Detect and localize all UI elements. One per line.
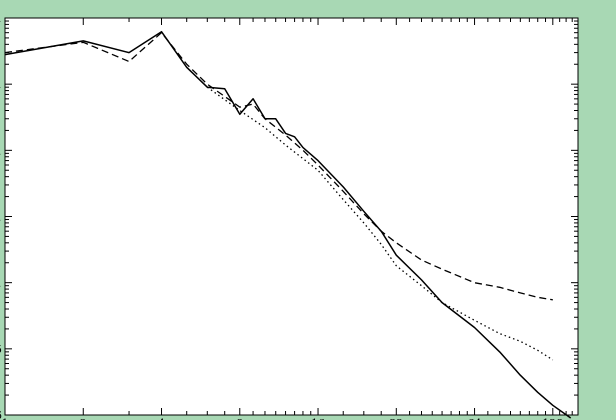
x-tick-label: 4 [158, 417, 165, 420]
x-tick-label: 2 [80, 417, 87, 420]
labels-layer: 1 2 4 8 16 32 64 128 1 0,1 0,01 0,001 0,0001 1e-05 1e-… [0, 12, 563, 420]
x-tick-label: 64 [468, 417, 482, 420]
y-tick-label: 1e-06 [0, 409, 2, 420]
series-layer [4, 30, 572, 419]
series-line-solid [4, 30, 572, 419]
x-tick-label: 1 [2, 417, 9, 420]
x-tick-label: 16 [311, 417, 325, 420]
plot-area [4, 17, 579, 416]
y-tick-label: 0,0001 [0, 277, 2, 290]
x-tick-label: 32 [389, 417, 403, 420]
series-line-dashed [4, 32, 553, 301]
ticks-layer [4, 17, 579, 416]
y-tick-label: 1 [0, 12, 2, 25]
y-tick-label: 0,1 [0, 78, 2, 91]
y-tick-label: 0,01 [0, 144, 2, 157]
x-tick-label: 128 [542, 417, 563, 420]
series-line-dotted [206, 86, 554, 361]
y-tick-label: 1e-05 [0, 343, 2, 356]
x-tick-label: 8 [236, 417, 243, 420]
y-tick-label: 0,001 [0, 211, 2, 224]
